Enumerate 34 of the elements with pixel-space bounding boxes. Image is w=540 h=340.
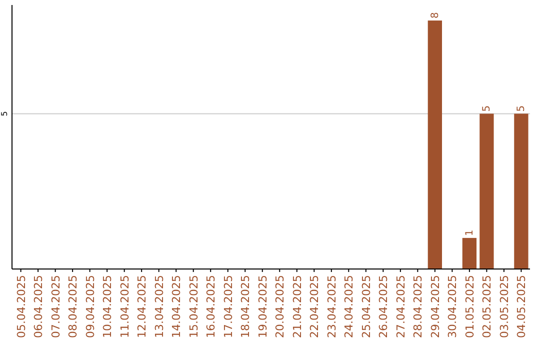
x-tick-label: 12.04.2025 [136,275,149,338]
x-tick-label: 19.04.2025 [256,275,270,338]
data-label: 5 [482,105,493,112]
x-tick-label: 01.05.2025 [463,275,476,338]
x-tick-label: 18.04.2025 [239,275,252,338]
x-tick-label: 09.04.2025 [84,275,97,338]
x-tick-label: 25.04.2025 [360,275,373,338]
x-tick-label: 27.04.2025 [394,275,408,338]
x-tick-label: 08.04.2025 [66,275,80,338]
x-tick-label: 23.04.2025 [325,275,338,338]
x-tick-label: 13.04.2025 [152,275,166,338]
x-tick-label: 26.04.2025 [377,275,390,338]
x-tick-label: 02.05.2025 [480,275,494,338]
x-tick-label: 04.05.2025 [515,275,528,338]
x-tick-label: 21.04.2025 [290,275,304,338]
x-tick-label: 17.04.2025 [222,275,235,338]
x-tick-label: 24.04.2025 [342,275,356,338]
x-tick-label: 05.04.2025 [14,275,28,338]
x-tick-label: 15.04.2025 [187,275,200,338]
x-tick-label: 29.04.2025 [428,275,442,338]
x-tick-label: 20.04.2025 [274,275,287,338]
x-tick-label: 10.04.2025 [101,275,114,338]
x-tick-label: 16.04.2025 [204,275,218,338]
x-tick-label: 30.04.2025 [446,275,460,338]
x-tick-label: 03.05.2025 [498,275,511,338]
x-tick-label: 06.04.2025 [32,275,46,338]
x-tick-label: 14.04.2025 [170,275,184,338]
x-tick-label: 22.04.2025 [308,275,322,338]
x-tick-label: 28.04.2025 [412,275,425,338]
x-tick-label: 11.04.2025 [118,275,132,338]
data-label: 5 [516,105,528,112]
data-label: 1 [464,230,476,236]
data-label: 8 [430,12,441,19]
x-tick-label: 07.04.2025 [49,275,62,338]
